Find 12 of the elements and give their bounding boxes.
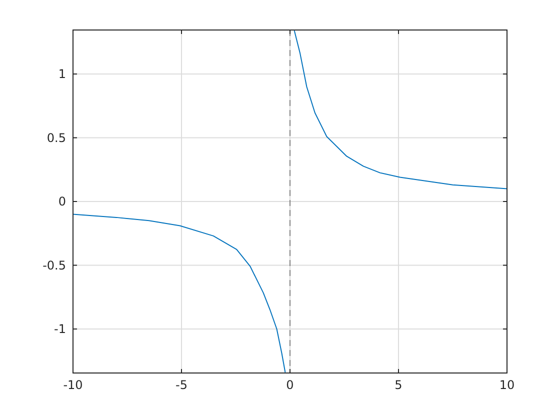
x-tick-label: -5 [176,378,188,392]
x-tick-label: -10 [63,378,83,392]
y-tick-label: 0.5 [46,130,66,145]
x-tick-label: 0 [286,378,294,392]
y-tick-label: 0 [58,194,66,209]
line-series [294,30,508,190]
y-tick-label: 1 [58,67,66,82]
x-tick-label: 10 [499,378,515,392]
y-tick-label: -1 [54,322,66,336]
y-tick-label: -0.5 [42,258,66,272]
line-series [72,214,286,373]
x-tick-label: 5 [394,378,402,392]
